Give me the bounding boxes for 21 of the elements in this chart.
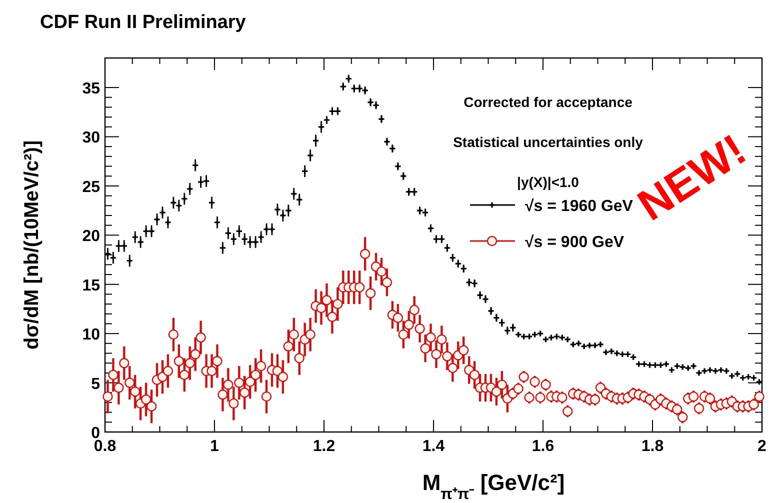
legend-label: √s = 1960 GeV xyxy=(525,198,634,215)
x-tick-label: 1 xyxy=(210,438,220,455)
y-axis-title: dσ/dM [nb/(10MeV/c²)] xyxy=(21,140,43,350)
x-tick-label: 1.2 xyxy=(312,438,336,455)
y-tick-label: 5 xyxy=(91,376,100,393)
y-tick-label: 35 xyxy=(82,80,100,98)
x-axis-title: M$_{π⁺π⁻}$ [GeV/c²] xyxy=(422,470,565,502)
y-tick-label: 20 xyxy=(82,228,100,246)
y-tick-label: 30 xyxy=(82,130,100,147)
x-tick-label: 2 xyxy=(758,438,767,455)
y-tick-label: 25 xyxy=(82,178,100,196)
y-tick-label: 15 xyxy=(82,277,100,294)
y-tick-label: 10 xyxy=(82,326,100,344)
annotation: Corrected for acceptance xyxy=(464,94,633,110)
annotation: |y(X)|<1.0 xyxy=(517,174,580,191)
x-tick-label: 1.6 xyxy=(532,438,554,455)
legend-label: √s = 900 GeV xyxy=(525,234,624,251)
x-tick-label: 1.8 xyxy=(641,438,664,455)
x-tick-label: 0.8 xyxy=(94,438,116,455)
x-tick-label: 1.4 xyxy=(422,438,445,455)
chart-title: CDF Run II Preliminary xyxy=(40,12,246,33)
